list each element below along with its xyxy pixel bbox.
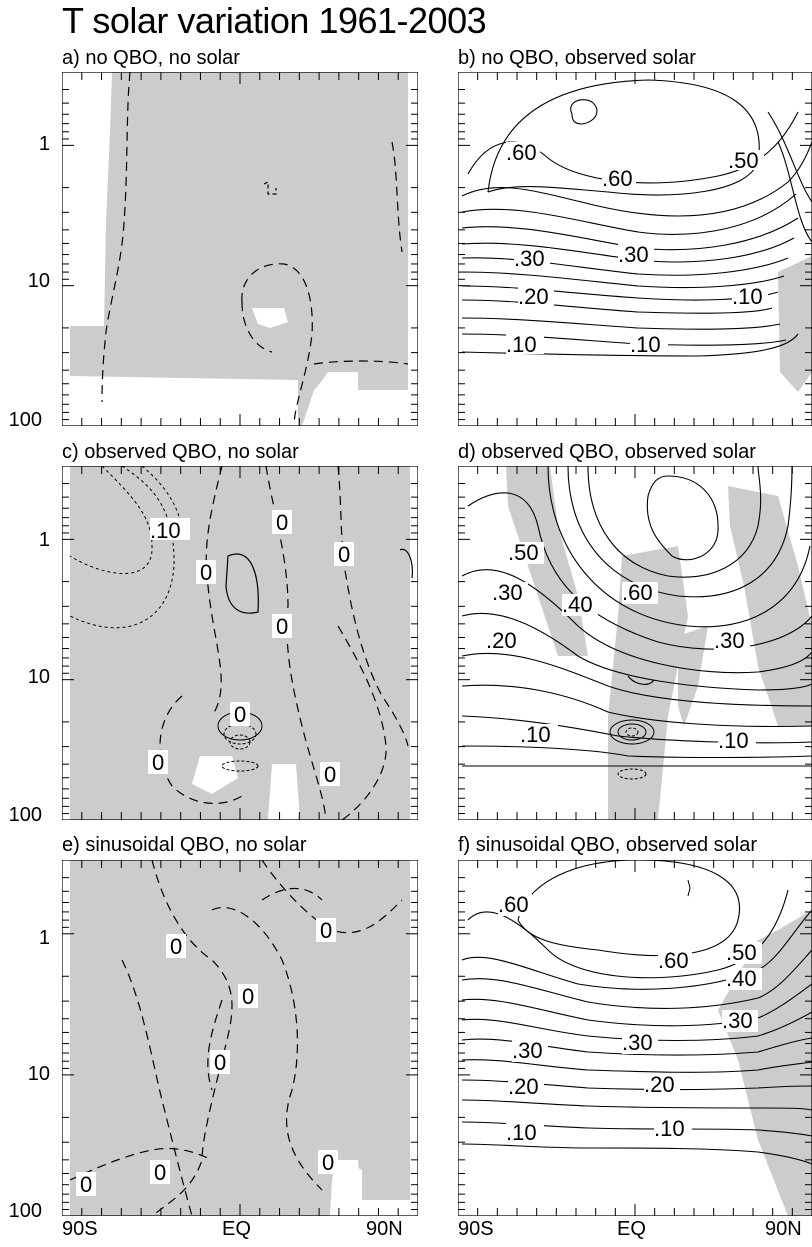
panel-e-label: 0 bbox=[80, 1172, 92, 1197]
ytick-c-100: 100 bbox=[8, 804, 42, 826]
panel-d-labels: .50 .60 .30 .40 .20 .30 .10 .10 bbox=[486, 540, 749, 753]
panel-b-label: .10 bbox=[630, 332, 661, 357]
panel-f-label: .20 bbox=[644, 1072, 675, 1097]
panel-e-label: 0 bbox=[170, 934, 182, 959]
ytick-a-10: 10 bbox=[27, 270, 50, 292]
panel-d-label: .50 bbox=[508, 540, 539, 565]
panel-f-label: .10 bbox=[654, 1116, 685, 1141]
panel-c-shading bbox=[70, 466, 410, 820]
panel-c-label: 0 bbox=[200, 560, 212, 585]
panel-e-labels: 0 0 0 0 0 0 0 bbox=[80, 918, 334, 1197]
xtick-f-90n: 90N bbox=[765, 1218, 802, 1240]
panel-e-plot: 0 0 0 0 0 0 0 bbox=[62, 860, 418, 1216]
panel-d-plot: .50 .60 .30 .40 .20 .30 .10 .10 bbox=[458, 466, 812, 820]
panel-b-label: .50 bbox=[728, 148, 759, 173]
panel-f-label: .60 bbox=[658, 948, 689, 973]
panel-c-label: 0 bbox=[276, 510, 288, 535]
panel-d-label: .20 bbox=[486, 628, 517, 653]
panel-e-label: 0 bbox=[242, 984, 254, 1009]
panel-c-label: .10 bbox=[150, 518, 181, 543]
panel-c-label: 0 bbox=[152, 750, 164, 775]
panel-f-plot: .60 .60 .50 .40 .30 .30 .30 .20 .20 .10 … bbox=[458, 860, 812, 1216]
xtick-f-eq: EQ bbox=[617, 1218, 646, 1240]
panel-b-label: .20 bbox=[518, 284, 549, 309]
panel-f-label: .30 bbox=[512, 1038, 543, 1063]
xtick-e-90n: 90N bbox=[366, 1218, 403, 1240]
panel-b-label: .30 bbox=[514, 246, 545, 271]
ytick-e-10: 10 bbox=[27, 1063, 50, 1085]
panel-d-title: d) observed QBO, observed solar bbox=[458, 441, 756, 463]
panel-d-label: .10 bbox=[520, 722, 551, 747]
panel-c-plot: .10 0 0 0 0 0 0 0 bbox=[62, 466, 418, 820]
panel-c-label: 0 bbox=[276, 614, 288, 639]
panel-c-labels: .10 0 0 0 0 0 0 0 bbox=[150, 510, 350, 787]
panel-f-labels: .60 .60 .50 .40 .30 .30 .30 .20 .20 .10 … bbox=[498, 892, 757, 1145]
panel-e-label: 0 bbox=[214, 1050, 226, 1075]
panel-b-shading bbox=[778, 256, 812, 392]
panel-b-label-bg bbox=[506, 142, 768, 354]
panel-b-label: .10 bbox=[732, 284, 763, 309]
panel-d-label: .30 bbox=[492, 580, 523, 605]
panel-e-label: 0 bbox=[322, 1150, 334, 1175]
ytick-e-100: 100 bbox=[8, 1200, 42, 1222]
panel-c-label: 0 bbox=[324, 762, 336, 787]
panel-b-label: .60 bbox=[602, 166, 633, 191]
panel-e-label: 0 bbox=[320, 918, 332, 943]
panel-d-label: .40 bbox=[562, 592, 593, 617]
panel-f-label: .40 bbox=[726, 966, 757, 991]
ytick-c-1: 1 bbox=[38, 529, 50, 551]
panel-c-label: 0 bbox=[338, 542, 350, 567]
panel-b-label: .10 bbox=[506, 332, 537, 357]
xtick-e-eq: EQ bbox=[222, 1218, 251, 1240]
panel-d-label: .30 bbox=[714, 628, 745, 653]
ytick-a-100: 100 bbox=[8, 409, 42, 431]
panel-f-label: .10 bbox=[506, 1120, 537, 1145]
panel-f-label: .20 bbox=[508, 1074, 539, 1099]
panel-b-label: .30 bbox=[618, 242, 649, 267]
figure-title: T solar variation 1961-2003 bbox=[62, 0, 487, 41]
panel-e-label: 0 bbox=[154, 1160, 166, 1185]
panel-e-title: e) sinusoidal QBO, no solar bbox=[62, 834, 307, 856]
panel-b-label: .60 bbox=[506, 140, 537, 165]
ytick-a-1: 1 bbox=[38, 133, 50, 155]
panel-f-label: .30 bbox=[722, 1008, 753, 1033]
panel-f-label: .50 bbox=[726, 940, 757, 965]
panel-a-shading bbox=[70, 72, 408, 426]
panel-b-title: b) no QBO, observed solar bbox=[458, 47, 696, 69]
panel-a-title: a) no QBO, no solar bbox=[62, 47, 240, 69]
panel-b-labels: .60 .60 .50 .30 .30 .20 .10 .10 .10 bbox=[506, 140, 763, 357]
panel-f-label: .30 bbox=[622, 1030, 653, 1055]
panel-f-label: .60 bbox=[498, 892, 529, 917]
panel-a-plot bbox=[62, 72, 418, 426]
xtick-f-90s: 90S bbox=[458, 1218, 494, 1240]
xtick-e-90s: 90S bbox=[62, 1218, 98, 1240]
panel-f-title: f) sinusoidal QBO, observed solar bbox=[458, 834, 758, 856]
panel-d-contours bbox=[461, 466, 812, 767]
panel-c-label: 0 bbox=[234, 702, 246, 727]
panel-d-label: .10 bbox=[718, 728, 749, 753]
panel-c-title: c) observed QBO, no solar bbox=[62, 441, 299, 463]
panel-d-label: .60 bbox=[622, 580, 653, 605]
ytick-c-10: 10 bbox=[27, 666, 50, 688]
panel-b-plot: .60 .60 .50 .30 .30 .20 .10 .10 .10 bbox=[458, 72, 812, 426]
ytick-e-1: 1 bbox=[38, 927, 50, 949]
panel-e-shading bbox=[70, 860, 410, 1216]
